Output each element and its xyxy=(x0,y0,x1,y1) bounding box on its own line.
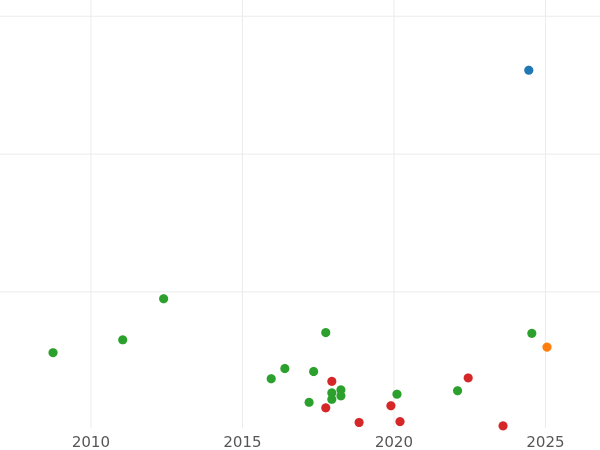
points-layer xyxy=(48,65,552,431)
data-point xyxy=(386,401,396,411)
data-point xyxy=(527,328,537,339)
data-point xyxy=(280,363,290,374)
data-point xyxy=(304,397,314,407)
data-point xyxy=(336,391,346,401)
data-point xyxy=(463,373,473,383)
x-axis-ticks: 2010 2015 2020 2025 xyxy=(72,433,565,450)
data-point xyxy=(498,421,508,431)
x-tick-label: 2020 xyxy=(375,433,413,450)
data-point xyxy=(321,327,331,338)
x-tick-label: 2010 xyxy=(72,433,110,450)
data-point xyxy=(542,342,552,352)
data-point xyxy=(118,335,128,345)
grid-layer xyxy=(0,0,600,428)
data-point xyxy=(327,388,337,398)
data-point xyxy=(354,417,364,428)
x-tick-label: 2025 xyxy=(526,433,564,450)
data-point xyxy=(321,403,331,413)
data-point xyxy=(266,374,276,384)
data-point xyxy=(159,294,169,304)
data-point xyxy=(327,376,337,386)
data-point xyxy=(395,416,405,427)
data-point xyxy=(392,389,402,399)
data-point xyxy=(48,348,58,358)
data-point xyxy=(327,394,337,404)
data-point xyxy=(309,366,319,377)
data-point xyxy=(452,386,463,396)
x-tick-label: 2015 xyxy=(223,433,261,450)
data-point xyxy=(524,65,534,75)
